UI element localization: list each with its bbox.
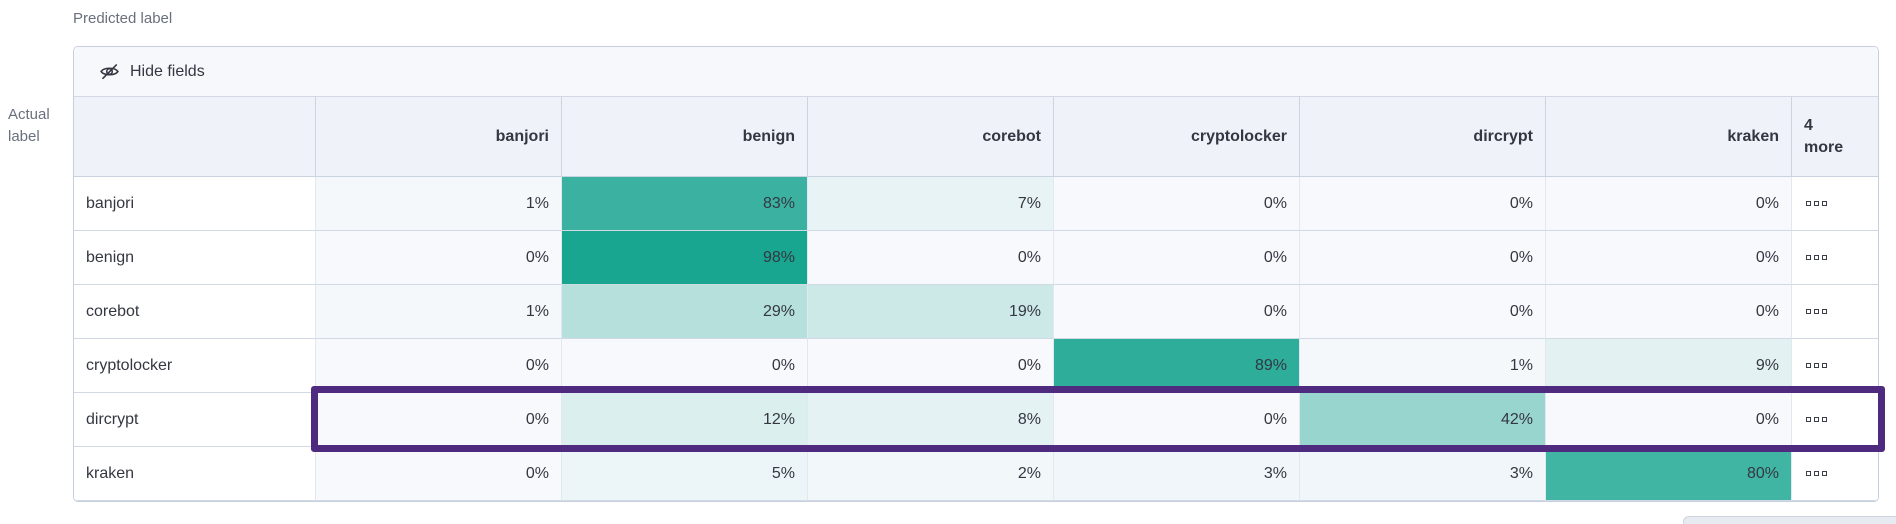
matrix-cell-kraken-dircrypt: 3% [1300,447,1546,501]
column-header-corebot[interactable]: corebot [808,97,1054,177]
boxes-horizontal-icon [1814,471,1819,476]
column-header-banjori[interactable]: banjori [316,97,562,177]
row-label-banjori: banjori [74,177,316,231]
matrix-cell-corebot-corebot: 19% [808,285,1054,339]
column-header-cryptolocker[interactable]: cryptolocker [1054,97,1300,177]
matrix-cell-banjori-benign: 83% [562,177,808,231]
matrix-cell-dircrypt-cryptolocker: 0% [1054,393,1300,447]
boxes-horizontal-icon [1814,363,1819,368]
boxes-horizontal-icon [1806,471,1811,476]
matrix-cell-corebot-cryptolocker: 0% [1054,285,1300,339]
boxes-horizontal-icon [1806,255,1811,260]
matrix-cell-benign-dircrypt: 0% [1300,231,1546,285]
matrix-cell-benign-corebot: 0% [808,231,1054,285]
matrix-cell-cryptolocker-corebot: 0% [808,339,1054,393]
row-label-cryptolocker: cryptolocker [74,339,316,393]
boxes-horizontal-icon [1822,417,1827,422]
matrix-cell-cryptolocker-dircrypt: 1% [1300,339,1546,393]
more-columns-label: 4 more [1804,116,1844,156]
row-label-kraken: kraken [74,447,316,501]
row-label-corebot: corebot [74,285,316,339]
matrix-cell-dircrypt-kraken: 0% [1546,393,1792,447]
matrix-cell-benign-cryptolocker: 0% [1054,231,1300,285]
matrix-cell-corebot-dircrypt: 0% [1300,285,1546,339]
horizontal-scrollbar[interactable] [1683,516,1896,524]
column-header-kraken[interactable]: kraken [1546,97,1792,177]
matrix-cell-benign-benign: 98% [562,231,808,285]
boxes-horizontal-icon [1814,255,1819,260]
eye-closed-icon [99,61,120,82]
boxes-horizontal-icon [1806,363,1811,368]
boxes-horizontal-icon [1822,471,1827,476]
matrix-cell-corebot-banjori: 1% [316,285,562,339]
matrix-cell-dircrypt-banjori: 0% [316,393,562,447]
row-actions-button-benign[interactable] [1792,231,1878,285]
matrix-cell-kraken-kraken: 80% [1546,447,1792,501]
column-header-benign[interactable]: benign [562,97,808,177]
boxes-horizontal-icon [1822,363,1827,368]
row-actions-button-banjori[interactable] [1792,177,1878,231]
header-corner-cell [74,97,316,177]
boxes-horizontal-icon [1814,309,1819,314]
matrix-cell-dircrypt-dircrypt: 42% [1300,393,1546,447]
matrix-cell-banjori-kraken: 0% [1546,177,1792,231]
row-actions-button-dircrypt[interactable] [1792,393,1878,447]
row-label-benign: benign [74,231,316,285]
predicted-label-axis-title: Predicted label [73,10,173,27]
boxes-horizontal-icon [1814,201,1819,206]
boxes-horizontal-icon [1814,417,1819,422]
boxes-horizontal-icon [1822,201,1827,206]
boxes-horizontal-icon [1806,417,1811,422]
matrix-cell-corebot-kraken: 0% [1546,285,1792,339]
matrix-cell-benign-banjori: 0% [316,231,562,285]
column-header-dircrypt[interactable]: dircrypt [1300,97,1546,177]
boxes-horizontal-icon [1806,309,1811,314]
matrix-cell-cryptolocker-banjori: 0% [316,339,562,393]
boxes-horizontal-icon [1822,255,1827,260]
column-header-more[interactable]: 4 more [1792,97,1878,177]
matrix-cell-corebot-benign: 29% [562,285,808,339]
row-actions-button-corebot[interactable] [1792,285,1878,339]
datagrid-toolbar: Hide fields [74,47,1878,97]
matrix-cell-kraken-banjori: 0% [316,447,562,501]
row-actions-button-kraken[interactable] [1792,447,1878,501]
hide-fields-button[interactable]: Hide fields [99,61,205,82]
matrix-cell-cryptolocker-kraken: 9% [1546,339,1792,393]
boxes-horizontal-icon [1806,201,1811,206]
matrix-cell-benign-kraken: 0% [1546,231,1792,285]
matrix-cell-cryptolocker-cryptolocker: 89% [1054,339,1300,393]
matrix-cell-dircrypt-corebot: 8% [808,393,1054,447]
matrix-cell-kraken-corebot: 2% [808,447,1054,501]
hide-fields-label: Hide fields [130,62,205,80]
confusion-matrix-panel: Hide fields banjori benign corebot cryptolo… [73,46,1879,502]
matrix-cell-dircrypt-benign: 12% [562,393,808,447]
matrix-cell-banjori-dircrypt: 0% [1300,177,1546,231]
matrix-cell-banjori-corebot: 7% [808,177,1054,231]
confusion-matrix-grid: banjori benign corebot cryptolocker dircrypt… [74,97,1878,501]
matrix-cell-kraken-benign: 5% [562,447,808,501]
matrix-cell-cryptolocker-benign: 0% [562,339,808,393]
actual-label-axis-title: Actual label [8,106,50,145]
matrix-cell-kraken-cryptolocker: 3% [1054,447,1300,501]
matrix-cell-banjori-banjori: 1% [316,177,562,231]
row-actions-button-cryptolocker[interactable] [1792,339,1878,393]
row-label-dircrypt: dircrypt [74,393,316,447]
matrix-cell-banjori-cryptolocker: 0% [1054,177,1300,231]
boxes-horizontal-icon [1822,309,1827,314]
